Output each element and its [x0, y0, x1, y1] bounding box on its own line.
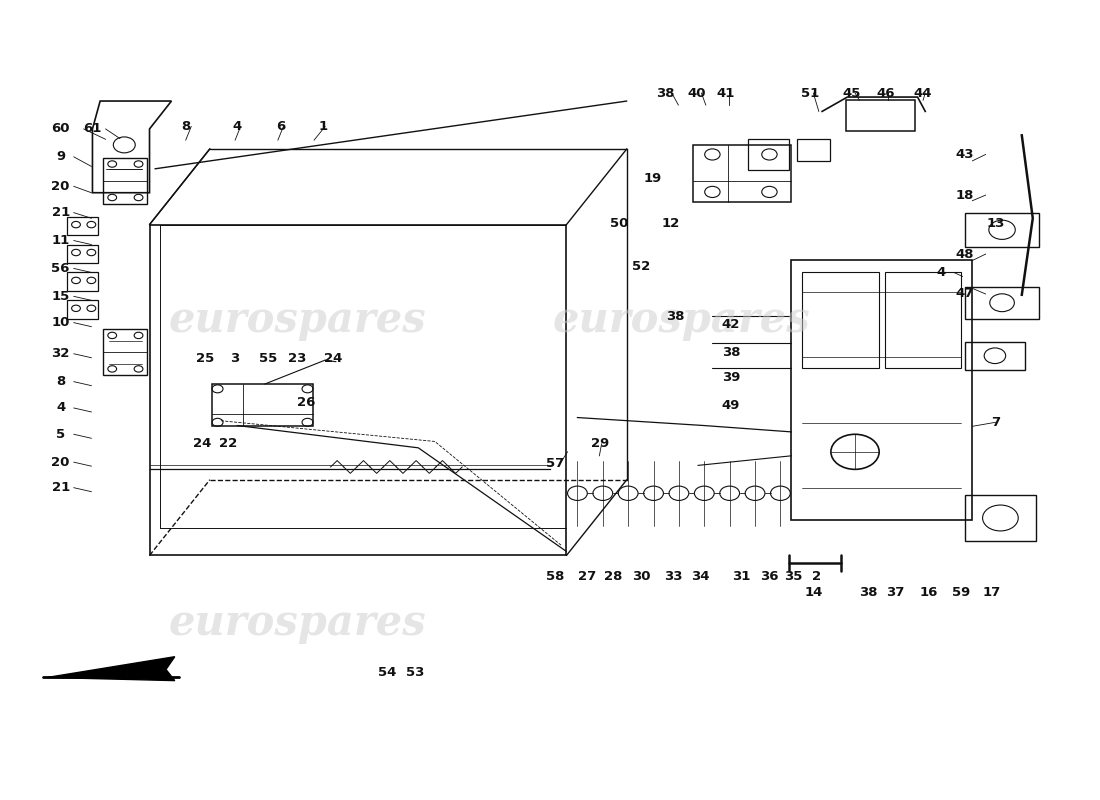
Text: 14: 14: [804, 586, 823, 599]
Text: 31: 31: [732, 570, 750, 583]
Text: 43: 43: [956, 148, 974, 161]
Text: 56: 56: [52, 262, 69, 275]
Text: 2: 2: [812, 570, 822, 583]
Bar: [802, 273, 879, 368]
Bar: [67, 273, 98, 290]
Bar: [846, 100, 915, 130]
Text: 26: 26: [297, 396, 316, 409]
Text: 23: 23: [288, 352, 307, 365]
Text: 46: 46: [877, 86, 895, 99]
Text: 38: 38: [656, 86, 674, 99]
Bar: [67, 217, 98, 235]
Text: 51: 51: [801, 86, 820, 99]
Bar: [103, 329, 147, 375]
Bar: [212, 384, 314, 426]
Text: 45: 45: [843, 86, 861, 99]
Bar: [67, 245, 98, 263]
Bar: [965, 286, 1040, 318]
Bar: [965, 495, 1036, 541]
Text: 38: 38: [722, 346, 740, 358]
Text: 41: 41: [716, 86, 735, 99]
Text: 36: 36: [760, 570, 779, 583]
Text: 52: 52: [631, 259, 650, 273]
Text: 57: 57: [547, 458, 564, 470]
Text: 6: 6: [276, 120, 286, 133]
Text: 21: 21: [52, 206, 69, 219]
Text: 33: 33: [663, 570, 682, 583]
Bar: [884, 273, 961, 368]
Text: 37: 37: [887, 586, 905, 599]
Bar: [965, 342, 1025, 370]
Text: 32: 32: [52, 347, 69, 360]
Text: 38: 38: [859, 586, 878, 599]
Text: eurospares: eurospares: [168, 299, 427, 342]
Text: 4: 4: [233, 120, 242, 133]
Text: 5: 5: [56, 428, 65, 441]
Text: 15: 15: [52, 290, 69, 303]
Text: 22: 22: [219, 438, 238, 450]
Text: 18: 18: [956, 189, 974, 202]
Bar: [67, 300, 98, 318]
Text: 61: 61: [84, 122, 101, 135]
Text: 11: 11: [52, 234, 69, 247]
Text: eurospares: eurospares: [168, 602, 427, 644]
Text: 24: 24: [323, 352, 342, 365]
Text: 12: 12: [661, 217, 680, 230]
Text: 53: 53: [406, 666, 425, 679]
Text: 9: 9: [56, 150, 65, 163]
Bar: [103, 158, 147, 204]
Text: 35: 35: [784, 570, 803, 583]
Text: 39: 39: [722, 371, 740, 384]
Text: eurospares: eurospares: [553, 299, 811, 342]
Text: 19: 19: [644, 172, 662, 185]
Text: 1: 1: [318, 120, 328, 133]
Text: 16: 16: [920, 586, 937, 599]
Text: 7: 7: [991, 416, 1000, 429]
Text: 44: 44: [914, 86, 933, 99]
Text: 42: 42: [722, 318, 740, 330]
Text: 40: 40: [688, 86, 706, 99]
Text: 24: 24: [192, 438, 211, 450]
Text: 29: 29: [592, 438, 609, 450]
Polygon shape: [47, 657, 175, 681]
Text: 17: 17: [983, 586, 1001, 599]
Text: 60: 60: [52, 122, 70, 135]
Bar: [965, 213, 1040, 247]
Text: 4: 4: [936, 266, 945, 279]
Text: 8: 8: [182, 120, 190, 133]
Text: 8: 8: [56, 375, 65, 388]
Text: 4: 4: [56, 402, 65, 414]
Text: 58: 58: [547, 570, 564, 583]
Text: 28: 28: [605, 570, 623, 583]
Text: 10: 10: [52, 316, 69, 329]
Text: 59: 59: [953, 586, 970, 599]
Text: 20: 20: [52, 180, 69, 193]
Text: 21: 21: [52, 481, 69, 494]
Text: 3: 3: [231, 352, 240, 365]
Text: 54: 54: [378, 666, 397, 679]
Text: 55: 55: [258, 352, 277, 365]
Text: 13: 13: [987, 217, 1004, 230]
Bar: [796, 138, 829, 161]
Bar: [748, 138, 789, 170]
Text: 27: 27: [579, 570, 596, 583]
Text: 34: 34: [691, 570, 710, 583]
Bar: [693, 145, 791, 202]
Text: 48: 48: [956, 248, 974, 261]
Text: 20: 20: [52, 456, 69, 469]
Text: 49: 49: [722, 399, 740, 412]
Bar: [791, 261, 972, 519]
Text: 50: 50: [609, 217, 628, 230]
Text: 47: 47: [956, 287, 974, 301]
Text: 38: 38: [666, 310, 684, 322]
Text: 25: 25: [196, 352, 214, 365]
Text: 30: 30: [631, 570, 650, 583]
